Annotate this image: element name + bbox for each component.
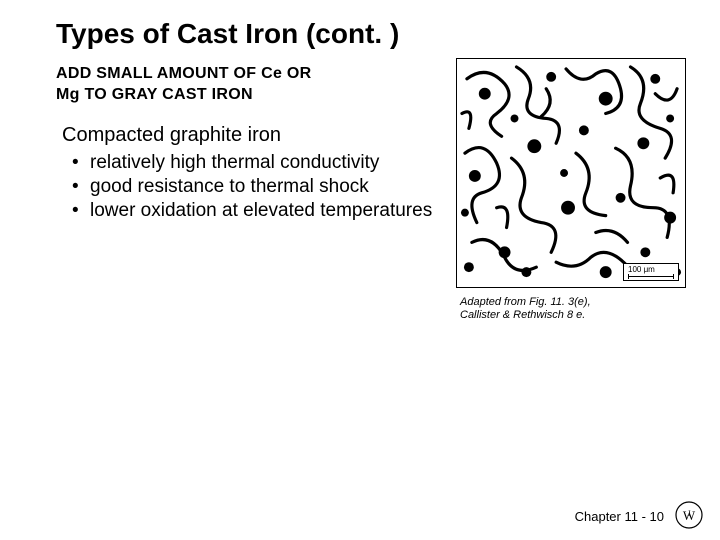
slide-title: Types of Cast Iron (cont. ) bbox=[56, 18, 720, 50]
chapter-label: Chapter 11 - bbox=[575, 509, 646, 524]
publisher-logo: W J bbox=[674, 500, 704, 530]
scalebar: 100 μm bbox=[623, 263, 679, 281]
bullet-item: good resistance to thermal shock bbox=[72, 175, 442, 199]
caption-line1: Adapted from Fig. 11. 3(e), bbox=[460, 296, 591, 308]
wiley-logo-icon: W J bbox=[674, 500, 704, 530]
figure-caption: Adapted from Fig. 11. 3(e), Callister & … bbox=[460, 296, 690, 322]
slide: Types of Cast Iron (cont. ) ADD SMALL AM… bbox=[0, 0, 720, 540]
page-number: 10 bbox=[650, 509, 664, 524]
bullet-item: relatively high thermal conductivity bbox=[72, 151, 442, 175]
body-content: Compacted graphite iron relatively high … bbox=[62, 124, 442, 224]
scalebar-line bbox=[628, 276, 674, 277]
caption-line2: Callister & Rethwisch 8 e. bbox=[460, 309, 585, 321]
scalebar-label: 100 μm bbox=[628, 265, 655, 274]
svg-text:J: J bbox=[687, 509, 690, 518]
slide-footer: Chapter 11 - 10 bbox=[575, 509, 664, 524]
micrograph-svg bbox=[457, 59, 685, 287]
property-bullets: relatively high thermal conductivity goo… bbox=[62, 151, 442, 224]
micrograph-figure: 100 μm bbox=[456, 58, 686, 288]
bullet-item: lower oxidation at elevated temperatures bbox=[72, 199, 442, 223]
material-subheading: Compacted graphite iron bbox=[62, 124, 442, 147]
